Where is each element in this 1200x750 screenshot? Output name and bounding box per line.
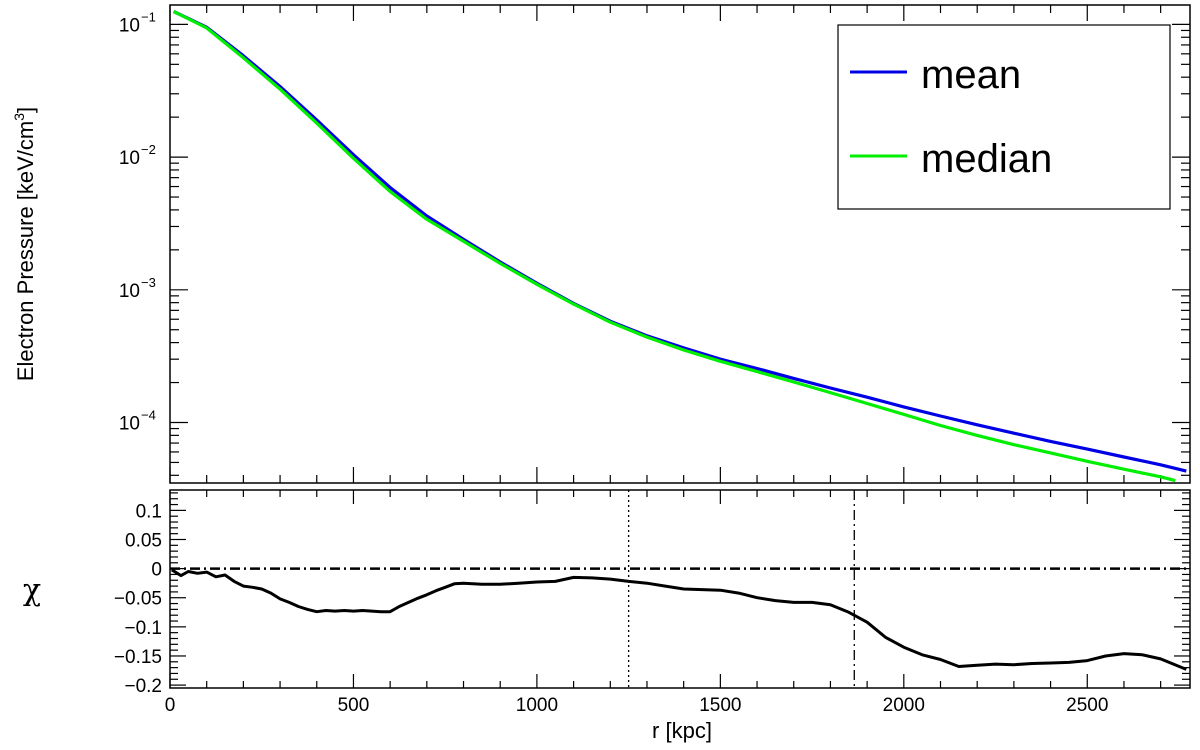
top-panel: 10−110−210−310−4 Electron Pressure [keV/… — [11, 4, 1191, 484]
x-tick-label: 500 — [338, 695, 370, 716]
top-y-axis-title-sup: 3 — [11, 113, 27, 121]
bottom-y-tick-label: −0.2 — [124, 676, 162, 697]
top-y-tick-labels: 10−110−210−310−4 — [119, 9, 156, 434]
x-tick-labels: 0 500 1000 1500 2000 2500 — [165, 695, 1109, 716]
x-tick-label: 2000 — [883, 695, 925, 716]
top-x-ticks — [169, 5, 1162, 483]
legend-box — [837, 24, 1171, 210]
top-y-tick-exponent: −3 — [141, 275, 156, 290]
bottom-y-tick-label: 0 — [151, 560, 162, 581]
top-series-group — [172, 10, 1187, 483]
chi-axis-title: χ — [23, 573, 41, 608]
bottom-plot-frame — [169, 489, 1191, 689]
series-line-mean — [173, 10, 1187, 473]
bottom-y-tick-label: 0.1 — [136, 501, 162, 522]
bottom-y-tick-label: −0.1 — [124, 618, 162, 639]
bottom-y-tick-label: −0.05 — [114, 589, 162, 610]
bottom-y-tick-labels: 0.1 0.05 0 −0.05 −0.1 −0.15 −0.2 — [114, 501, 162, 697]
top-y-axis-title-main: Electron Pressure [keV/cm — [13, 121, 38, 381]
top-y-tick-label: 10 — [119, 15, 140, 36]
top-y-ticks — [170, 23, 1190, 476]
bottom-series-group — [171, 568, 1187, 671]
chi-series-line — [171, 568, 1187, 671]
legend-label-median: median — [921, 137, 1052, 181]
legend: mean median — [837, 24, 1171, 210]
series-line-median — [172, 10, 1176, 483]
bottom-y-ticks — [170, 492, 1190, 686]
x-axis-title: r [kpc] — [652, 718, 712, 743]
bottom-panel: 0.1 0.05 0 −0.05 −0.1 −0.15 −0.2 0 500 1000 1500 2… — [23, 489, 1191, 743]
top-y-tick-label: 10 — [119, 281, 140, 302]
bottom-x-ticks — [169, 490, 1162, 688]
x-tick-label: 1500 — [699, 695, 741, 716]
x-tick-label: 2500 — [1066, 695, 1108, 716]
top-y-tick-exponent: −1 — [141, 9, 156, 24]
legend-label-mean: mean — [921, 53, 1021, 97]
bottom-reference-lines — [170, 490, 1190, 688]
x-tick-label: 1000 — [516, 695, 558, 716]
top-y-tick-exponent: −4 — [141, 407, 156, 422]
x-tick-label: 0 — [165, 695, 176, 716]
top-y-tick-label: 10 — [119, 413, 140, 434]
top-y-axis-title-close: ] — [13, 107, 38, 113]
top-y-tick-label: 10 — [119, 148, 140, 169]
bottom-y-tick-label: 0.05 — [125, 531, 162, 552]
bottom-y-tick-label: −0.15 — [114, 647, 162, 668]
top-y-axis-title: Electron Pressure [keV/cm3] — [11, 107, 38, 381]
top-y-tick-exponent: −2 — [141, 142, 156, 157]
